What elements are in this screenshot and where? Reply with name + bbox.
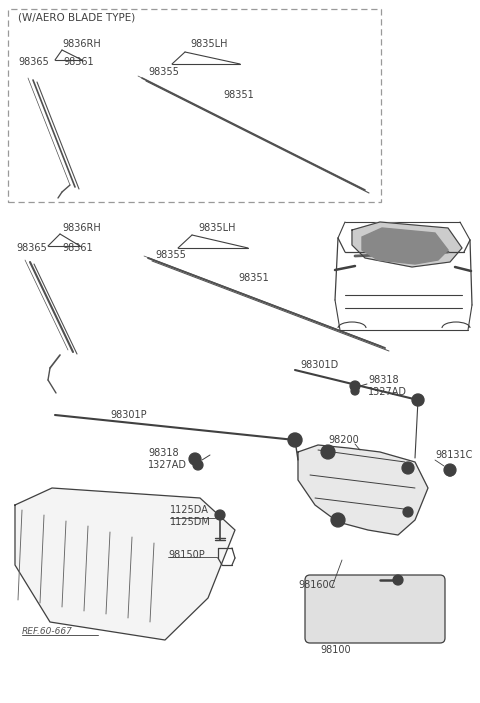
Text: 98301D: 98301D	[300, 360, 338, 370]
Text: (W/AERO BLADE TYPE): (W/AERO BLADE TYPE)	[18, 13, 135, 23]
Circle shape	[403, 507, 413, 517]
Text: 98361: 98361	[63, 57, 94, 67]
Circle shape	[402, 462, 414, 474]
Text: 9835LH: 9835LH	[190, 39, 228, 49]
Polygon shape	[362, 228, 448, 264]
Circle shape	[321, 445, 335, 459]
Circle shape	[444, 464, 456, 476]
Text: 98150P: 98150P	[168, 550, 205, 560]
Text: 98131C: 98131C	[435, 450, 472, 460]
Text: 98301P: 98301P	[110, 410, 146, 420]
FancyBboxPatch shape	[305, 575, 445, 643]
Circle shape	[351, 387, 359, 395]
Text: 9836RH: 9836RH	[62, 223, 101, 233]
Circle shape	[331, 513, 345, 527]
Text: 98318: 98318	[148, 448, 179, 458]
Text: 98351: 98351	[238, 273, 269, 283]
Text: 98318: 98318	[368, 375, 398, 385]
Text: 98200: 98200	[328, 435, 359, 445]
Circle shape	[215, 510, 225, 520]
Circle shape	[288, 433, 302, 447]
Text: 98361: 98361	[62, 243, 93, 253]
Text: 1327AD: 1327AD	[148, 460, 187, 470]
Text: REF.60-667: REF.60-667	[22, 628, 73, 636]
Text: 9835LH: 9835LH	[198, 223, 236, 233]
Circle shape	[189, 453, 201, 465]
Text: 98365: 98365	[18, 57, 49, 67]
Circle shape	[350, 381, 360, 391]
Polygon shape	[352, 222, 462, 267]
Circle shape	[446, 468, 454, 476]
Text: 98160C: 98160C	[298, 580, 336, 590]
Text: 9836RH: 9836RH	[62, 39, 101, 49]
Circle shape	[193, 460, 203, 470]
Text: 98365: 98365	[16, 243, 47, 253]
Text: 98355: 98355	[148, 67, 179, 77]
Bar	[8, 9, 381, 202]
Polygon shape	[15, 488, 235, 640]
Text: 98100: 98100	[320, 645, 350, 655]
Circle shape	[412, 394, 424, 406]
Text: 98351: 98351	[223, 90, 254, 100]
Text: 1327AD: 1327AD	[368, 387, 407, 397]
Text: 98355: 98355	[155, 250, 186, 260]
Circle shape	[393, 575, 403, 585]
Text: 1125DA: 1125DA	[170, 505, 209, 515]
Text: 1125DM: 1125DM	[170, 517, 211, 527]
Polygon shape	[298, 445, 428, 535]
